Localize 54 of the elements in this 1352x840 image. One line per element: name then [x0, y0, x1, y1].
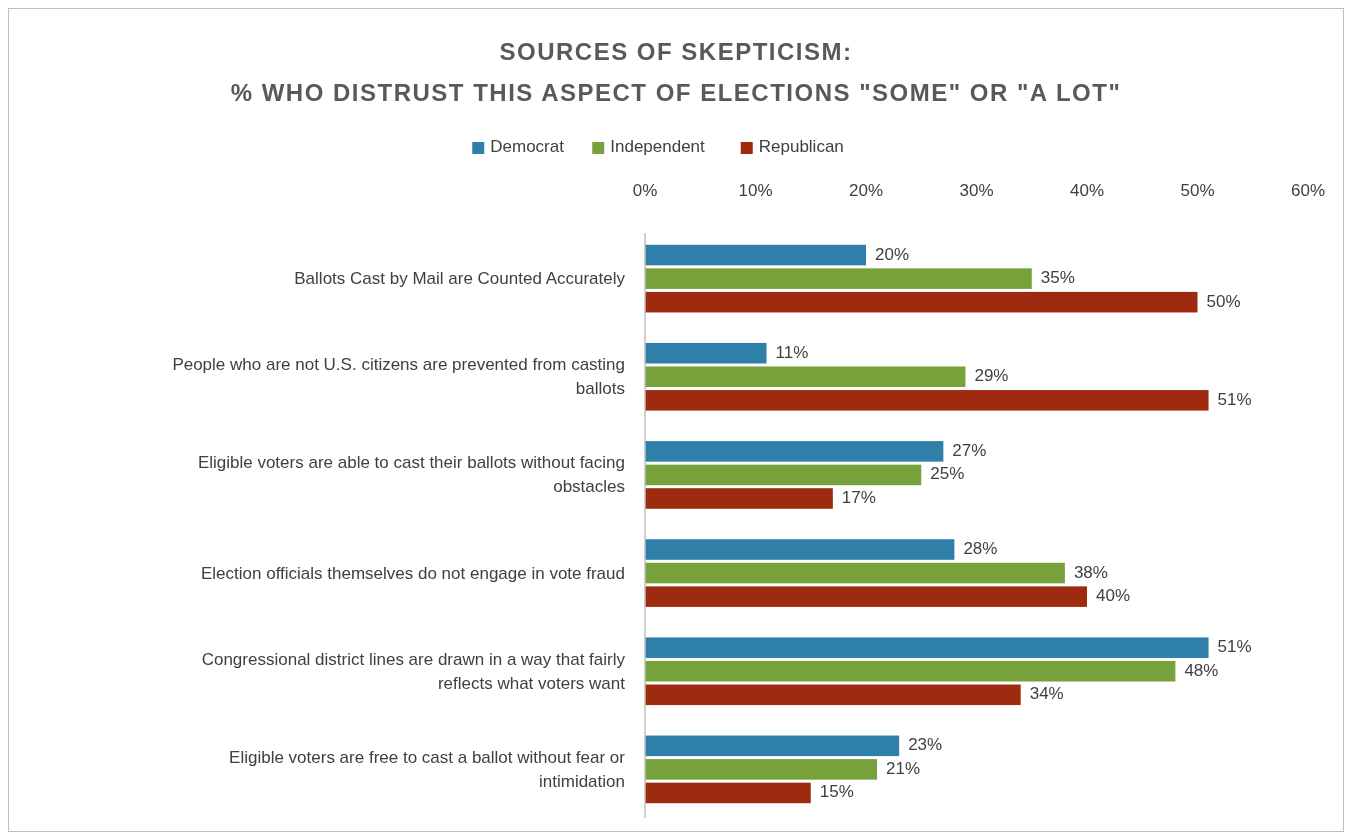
chart-subtitle: % WHO DISTRUST THIS ASPECT OF ELECTIONS "SOME" OR "A LOT": [230, 79, 1122, 106]
x-tick-label: 30%: [959, 181, 994, 200]
x-tick-label: 0%: [632, 181, 658, 200]
legend-label: Republican: [758, 137, 844, 157]
bar: [645, 586, 1087, 607]
data-label: 15%: [819, 782, 854, 802]
x-tick-label: 60%: [1290, 181, 1326, 200]
bar: [645, 488, 833, 509]
y-tick-label: Ballots Cast by Mail are Counted Accurately: [294, 269, 626, 289]
y-tick-label: People who are not U.S. citizens are prevented from casting ballots: [172, 355, 625, 399]
bar: [645, 637, 1209, 658]
chart-title: SOURCES OF SKEPTICISM:: [499, 38, 853, 65]
y-tick-label: Congressional district lines are drawn in a way that fairly reflects what voters want: [201, 650, 626, 694]
data-label: 28%: [963, 539, 998, 558]
data-label: 38%: [1073, 562, 1108, 582]
legend-label: Democrat: [490, 137, 565, 157]
x-tick-label: 50%: [1180, 181, 1215, 200]
x-tick-label: 40%: [1069, 181, 1105, 200]
data-label: 35%: [1040, 268, 1075, 288]
data-label: 34%: [1029, 684, 1064, 704]
bar: [645, 268, 1032, 289]
y-tick-label: Eligible voters are able to cast their ballots without facing obstacles: [197, 453, 625, 497]
bar: [645, 464, 922, 486]
y-tick-label: Eligible voters are free to cast a ballot without fear or intimidation: [229, 748, 626, 792]
bar: [645, 782, 811, 804]
data-label: 17%: [841, 487, 876, 507]
data-label: 48%: [1184, 660, 1219, 680]
bar: [645, 684, 1021, 706]
data-label: 51%: [1217, 389, 1252, 409]
data-label: 40%: [1096, 586, 1131, 606]
bar: [645, 390, 1209, 411]
bar: [645, 441, 944, 462]
data-label: 20%: [875, 244, 910, 264]
x-tick-label: 10%: [738, 181, 773, 200]
data-label: 25%: [930, 464, 965, 484]
data-label: 23%: [908, 735, 943, 755]
bar: [645, 562, 1065, 584]
bar: [645, 366, 966, 388]
legend-label: Independent: [610, 137, 706, 157]
bar: [645, 539, 955, 560]
data-label: 29%: [974, 366, 1009, 386]
data-label: 50%: [1206, 291, 1241, 311]
bar: [645, 291, 1198, 313]
bar: [645, 759, 878, 780]
bar: [645, 660, 1176, 682]
data-label: 51%: [1217, 637, 1252, 657]
data-label: 21%: [886, 758, 921, 778]
bar: [645, 244, 866, 266]
x-tick-label: 20%: [848, 181, 884, 200]
y-tick-label: Election officials themselves do not engage in vote fraud: [200, 564, 625, 584]
data-label: 11%: [775, 342, 809, 362]
bar: [645, 735, 900, 757]
data-label: 27%: [952, 440, 987, 460]
bar: [645, 342, 767, 364]
